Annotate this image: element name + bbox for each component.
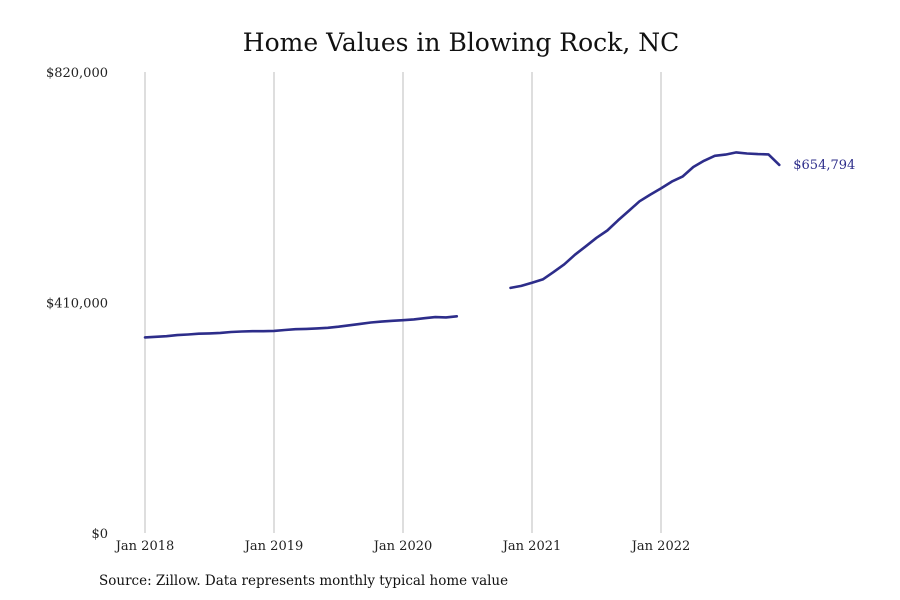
x-axis-ticks: Jan 2018 Jan 2019 Jan 2020 Jan 2021 Jan 2022 xyxy=(114,539,691,554)
source-note: Source: Zillow. Data represents monthly … xyxy=(99,573,508,589)
series-home-value xyxy=(143,151,781,339)
x-tick-label: Jan 2022 xyxy=(630,539,691,554)
y-tick-label: $820,000 xyxy=(46,66,108,81)
last-value-label: $654,794 xyxy=(793,158,855,173)
x-tick-label: Jan 2018 xyxy=(114,539,175,554)
series-line-segment xyxy=(509,151,781,290)
grid-lines xyxy=(144,72,662,533)
x-tick-label: Jan 2019 xyxy=(243,539,304,554)
y-tick-label: $0 xyxy=(91,527,108,542)
y-tick-label: $410,000 xyxy=(46,297,108,312)
y-axis-ticks: $0 $410,000 $820,000 xyxy=(46,66,108,542)
chart-title: Home Values in Blowing Rock, NC xyxy=(243,28,679,57)
series-line-segment xyxy=(143,314,459,339)
x-tick-label: Jan 2020 xyxy=(372,539,433,554)
x-tick-label: Jan 2021 xyxy=(501,539,562,554)
